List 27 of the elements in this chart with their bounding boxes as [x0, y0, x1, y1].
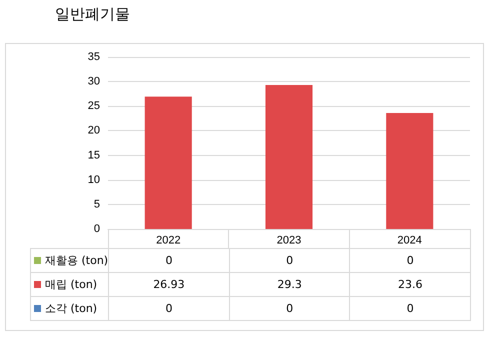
data-label: 29.3: [229, 272, 350, 296]
legend-label: 소각 (ton): [45, 302, 98, 315]
y-tick-label: 30: [88, 76, 100, 88]
legend-label: 재활용 (ton): [45, 254, 108, 267]
y-tick-label: 20: [88, 124, 100, 137]
data-label: 0: [108, 248, 230, 272]
data-label: 26.93: [108, 272, 230, 296]
y-tick-label: 25: [88, 100, 100, 112]
chart-title: 일반폐기물: [55, 5, 130, 24]
y-tick-label: 10: [88, 174, 100, 186]
x-tick-label: 2024: [397, 234, 422, 246]
data-label: 0: [108, 296, 230, 320]
x-tick-label: 2022: [156, 234, 181, 246]
data-label: 0: [229, 296, 350, 320]
legend-label: 매립 (ton): [45, 278, 98, 291]
y-tick-label: 15: [88, 149, 100, 162]
bar: [144, 96, 192, 229]
y-tick-label: 35: [88, 51, 100, 63]
data-label: 23.6: [350, 272, 471, 296]
x-tick-label: 2023: [276, 234, 302, 246]
data-label: 0: [350, 296, 471, 320]
y-tick-label: 5: [94, 198, 100, 210]
bar: [265, 85, 313, 229]
data-label: 0: [350, 248, 471, 272]
y-tick-label: 0: [94, 223, 100, 235]
bar: [386, 113, 434, 229]
data-label: 0: [229, 248, 350, 272]
